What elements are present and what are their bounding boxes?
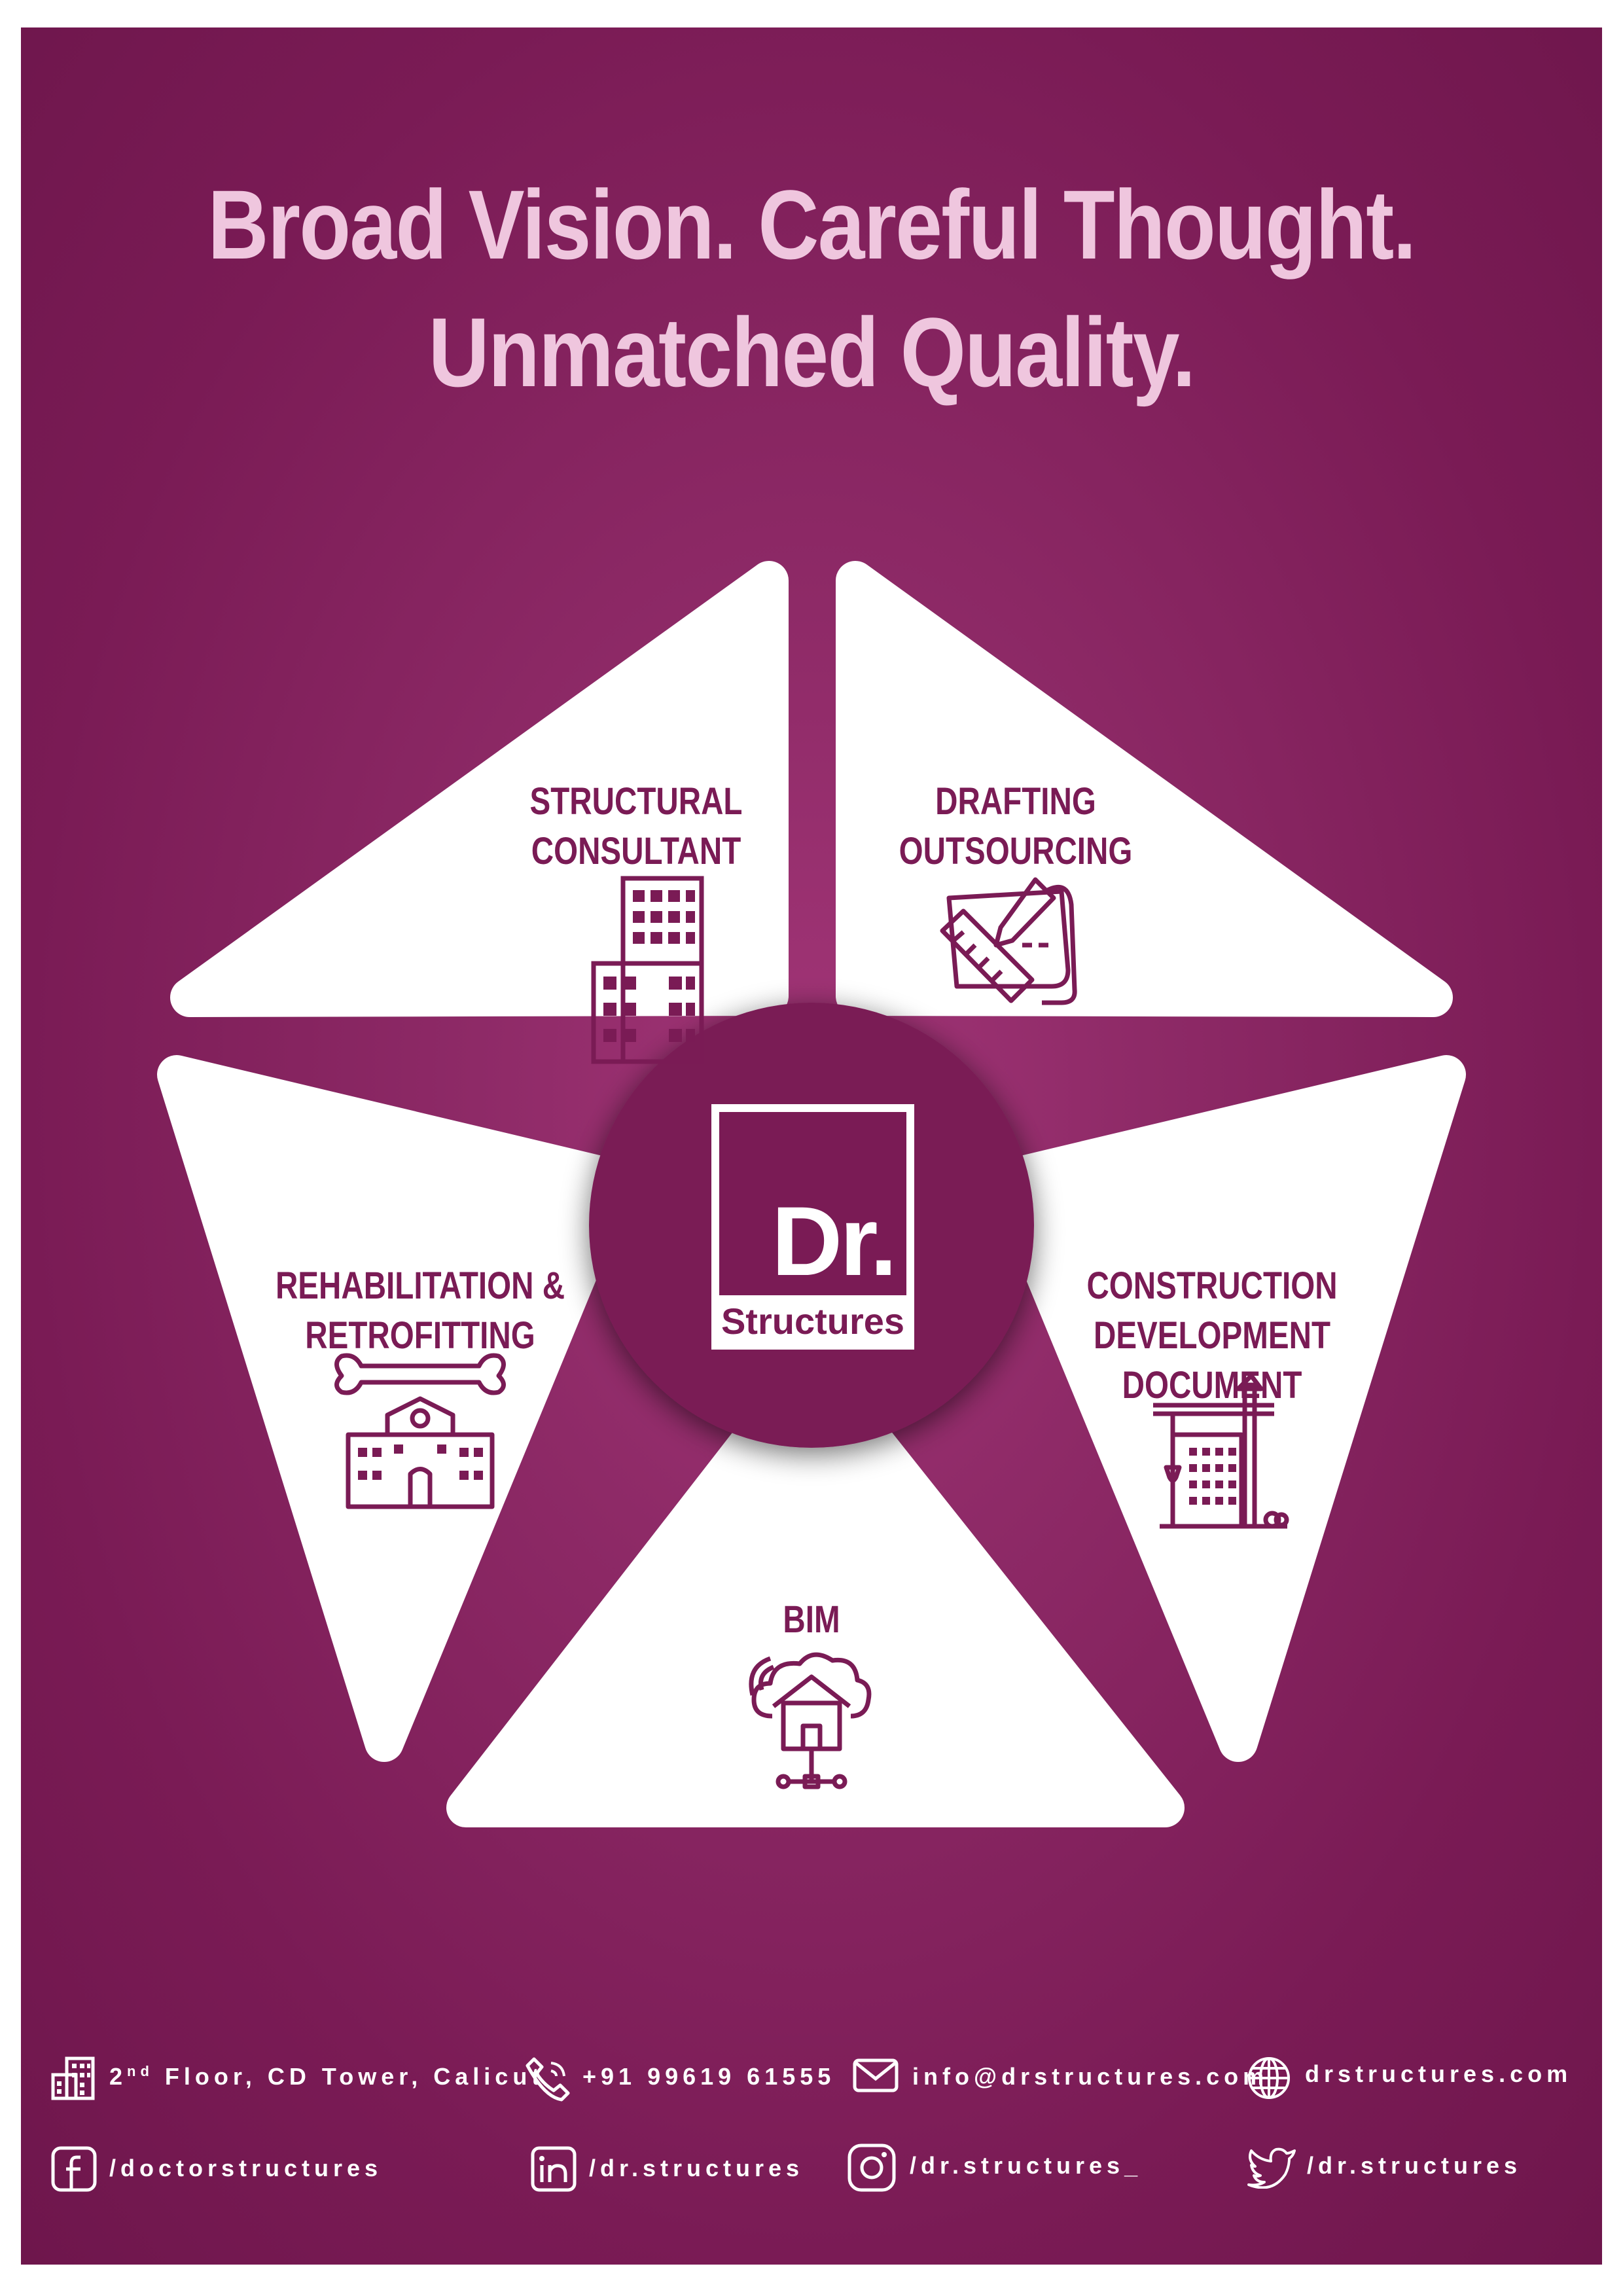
- phone-icon: [526, 2057, 570, 2102]
- service-title-line: REHABILITATION &: [275, 1265, 565, 1307]
- wrench-building-icon: [334, 1353, 506, 1509]
- email-icon: [853, 2058, 899, 2092]
- logo-mark: Dr.: [771, 1186, 897, 1296]
- contact-phone[interactable]: +91 99619 61555: [582, 2063, 836, 2090]
- address-text: Floor, CD Tower, Calicut: [153, 2063, 544, 2090]
- service-rehabilitation-retrofitting: REHABILITATION & RETROFITTING: [270, 1261, 570, 1361]
- service-title-line: OUTSOURCING: [899, 830, 1133, 872]
- contact-website[interactable]: drstructures.com: [1305, 2060, 1573, 2087]
- contact-instagram[interactable]: /dr.structures_: [910, 2152, 1143, 2179]
- globe-icon: [1248, 2057, 1290, 2099]
- dr-structures-logo: Dr. Structures: [711, 1104, 914, 1350]
- contact-facebook[interactable]: /doctorstructures: [109, 2155, 383, 2181]
- contact-linkedin[interactable]: /dr.structures: [589, 2155, 804, 2181]
- address-floor-suffix: nd: [127, 2063, 154, 2079]
- logo-name: Structures: [721, 1300, 905, 1342]
- service-drafting-outsourcing: DRAFTING OUTSOURCING: [898, 777, 1134, 876]
- headline-line-1: Broad Vision. Careful Thought.: [207, 170, 1416, 279]
- service-title-line: BIM: [783, 1598, 840, 1641]
- service-title-line: CONSULTANT: [531, 830, 741, 872]
- service-title-line: DOCUMENT: [1122, 1364, 1302, 1407]
- panel-bim: [446, 1343, 1185, 1827]
- address-floor-number: 2: [109, 2063, 128, 2090]
- contact-address: 2nd Floor, CD Tower, Calicut: [109, 2063, 544, 2090]
- office-building-icon: [591, 876, 704, 1064]
- service-title-line: RETROFITTING: [305, 1314, 535, 1357]
- logo-mark-box: Dr.: [719, 1112, 906, 1295]
- service-title-line: DEVELOPMENT: [1093, 1314, 1331, 1357]
- service-construction-development-document: CONSTRUCTION DEVELOPMENT DOCUMENT: [1083, 1261, 1341, 1410]
- services-wheel: [157, 561, 1466, 1827]
- twitter-icon[interactable]: [1246, 2145, 1297, 2189]
- building-icon: [51, 2056, 95, 2100]
- headline-line-2: Unmatched Quality.: [428, 297, 1196, 407]
- service-title-line: STRUCTURAL: [529, 780, 743, 823]
- service-title-line: DRAFTING: [935, 780, 1096, 823]
- service-bim: BIM: [731, 1595, 892, 1645]
- linkedin-icon[interactable]: [530, 2145, 577, 2193]
- construction-crane-icon: [1153, 1373, 1289, 1529]
- facebook-icon[interactable]: [50, 2145, 98, 2193]
- instagram-icon[interactable]: [847, 2143, 897, 2193]
- service-structural-consultant: STRUCTURAL CONSULTANT: [518, 777, 755, 876]
- drafting-ruler-pencil-icon: [940, 877, 1077, 1005]
- contact-email[interactable]: info@drstructures.com: [912, 2063, 1269, 2090]
- bim-cloud-house-icon: [749, 1652, 872, 1789]
- contact-twitter[interactable]: /dr.structures: [1307, 2152, 1522, 2179]
- service-title-line: CONSTRUCTION: [1086, 1265, 1338, 1307]
- panel-construction-document: [986, 1055, 1466, 1762]
- poster-background: Broad Vision. Careful Thought. Unmatched…: [21, 27, 1602, 2265]
